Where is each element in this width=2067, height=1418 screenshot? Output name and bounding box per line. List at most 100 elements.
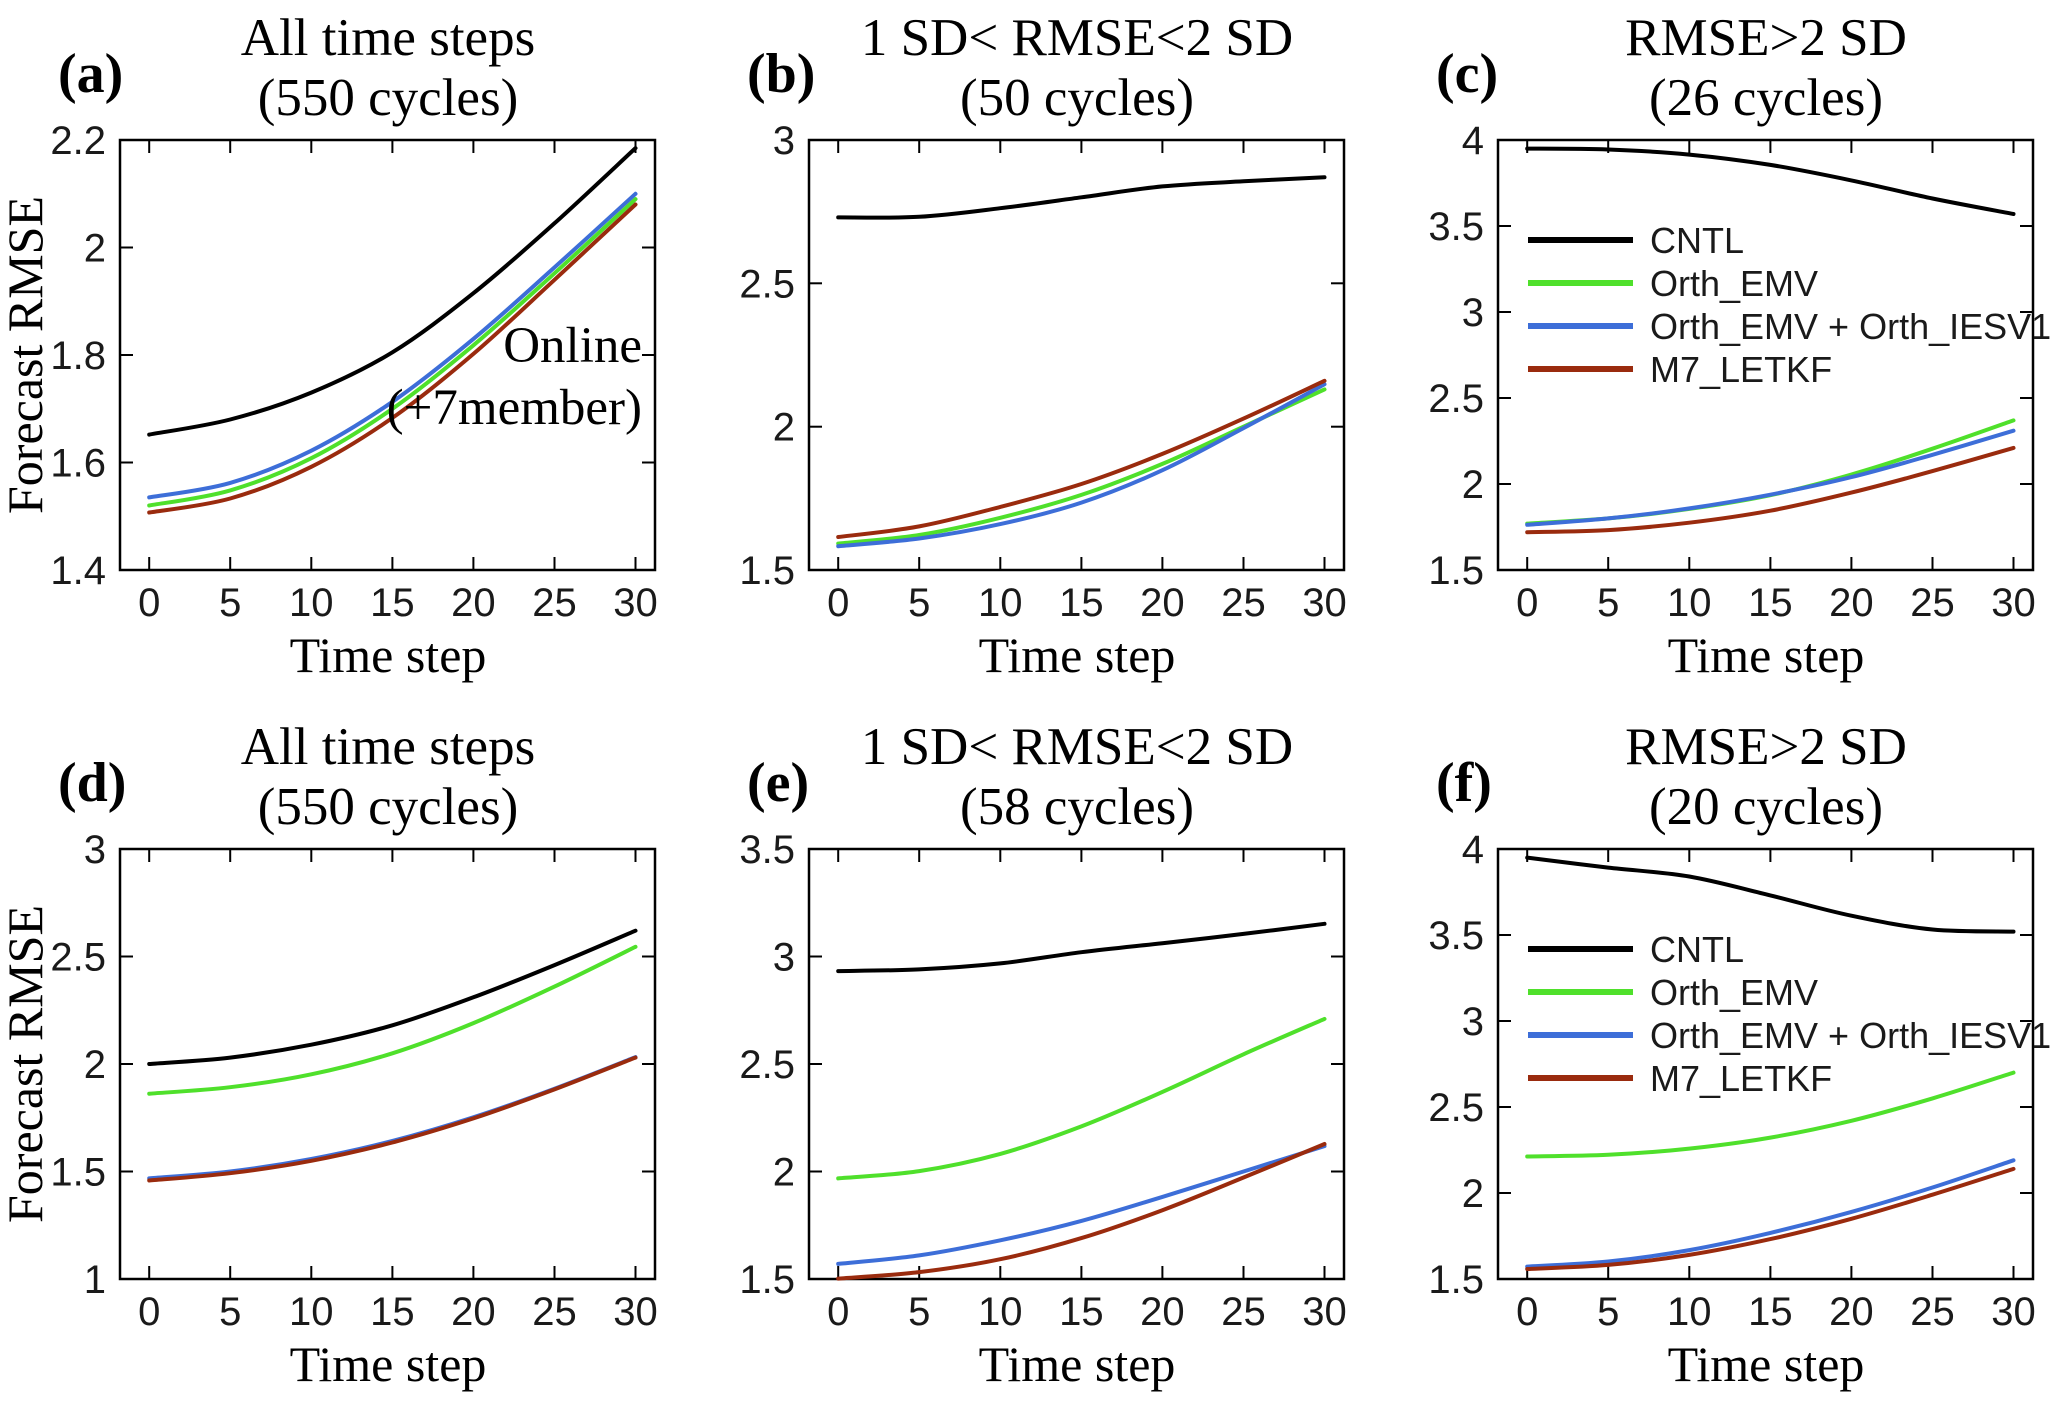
panel-title-line1: 1 SD< RMSE<2 SD (861, 718, 1293, 776)
panel-letter: (a) (58, 43, 123, 105)
x-tick-label: 5 (1597, 1290, 1619, 1334)
panel-title-line2: (58 cycles) (960, 778, 1194, 836)
y-tick-label: 1.5 (739, 1258, 795, 1302)
axis-box (1496, 847, 2035, 1281)
x-tick-label: 10 (289, 581, 334, 625)
y-tick-label: 3 (773, 936, 795, 980)
panel-d-chart: All time steps (550 cycles) (d) Forecast… (0, 718, 658, 1392)
y-tick-label: 1.8 (50, 334, 106, 378)
x-tick-label: 20 (1829, 1290, 1874, 1334)
x-tick-label: 20 (451, 1290, 496, 1334)
y-tick-label: 3.5 (1428, 914, 1484, 958)
y-tick-label: 2 (773, 1151, 795, 1195)
panel-title-line1: All time steps (241, 718, 535, 776)
panel-b-chart: 1 SD< RMSE<2 SD (50 cycles) (b) 0 5 10 15 20… (739, 9, 1346, 683)
x-tick-label: 30 (613, 1290, 658, 1334)
panel-letter: (e) (747, 752, 809, 814)
y-tick-label: 2.2 (50, 119, 106, 163)
x-tick-label: 5 (219, 1290, 241, 1334)
curve-orth-emv-orth-iesv1 (1525, 1158, 2016, 1269)
plot-area: 0 5 10 15 20 25 30 1.4 1.6 1.8 2 2.2 (50, 119, 657, 625)
plot-area: 0 5 10 15 20 25 30 1.5 2 2.5 3 (739, 119, 1346, 625)
curve-orth-emv (147, 197, 638, 508)
x-tick-label: 5 (908, 1290, 930, 1334)
panel-letter: (c) (1436, 43, 1498, 105)
x-tick-label: 5 (219, 581, 241, 625)
curve-orth-emv-orth-iesv1 (147, 191, 638, 500)
x-tick-label: 15 (370, 1290, 415, 1334)
curve-m7-letkf (147, 202, 638, 515)
plot-area: 0 5 10 15 20 25 30 1.5 2 2.5 3 3.5 4 (1428, 828, 2035, 1334)
curve-orth-emv (1525, 1070, 2016, 1159)
curve-m7-letkf (1525, 1166, 2016, 1271)
x-tick-label: 25 (532, 581, 577, 625)
curve-orth-emv-orth-iesv1 (836, 1144, 1327, 1266)
x-tick-label: 20 (451, 581, 496, 625)
curve-cntl (1525, 855, 2016, 934)
y-tick-label: 2.5 (1428, 1086, 1484, 1130)
legend-label-orth-emv: Orth_EMV (1650, 263, 1818, 304)
y-tick-label: 2.5 (1428, 377, 1484, 421)
x-tick-label: 15 (1748, 581, 1793, 625)
y-tick-label: 2.5 (739, 262, 795, 306)
curve-m7-letkf (1525, 445, 2016, 535)
x-tick-label: 15 (370, 581, 415, 625)
curve-cntl (836, 175, 1327, 220)
y-tick-label: 3 (1462, 291, 1484, 335)
x-tick-label: 0 (827, 1290, 849, 1334)
panel-title-line1: RMSE>2 SD (1625, 718, 1907, 776)
panel-title-line1: All time steps (241, 9, 535, 67)
y-tick-label: 3 (84, 828, 106, 872)
axis-box (118, 847, 657, 1281)
x-tick-label: 15 (1059, 581, 1104, 625)
panel-title-line2: (550 cycles) (258, 778, 518, 836)
panel-letter: (d) (58, 752, 126, 814)
curve-orth-emv-orth-iesv1 (147, 1055, 638, 1181)
curve-cntl (147, 928, 638, 1066)
y-tick-label: 2 (1462, 463, 1484, 507)
legend-label-m7-letkf: M7_LETKF (1650, 1058, 1832, 1099)
x-axis-label: Time step (1668, 627, 1865, 683)
curve-cntl (1525, 146, 2016, 216)
x-tick-label: 25 (1221, 1290, 1266, 1334)
panel-title-line1: RMSE>2 SD (1625, 9, 1907, 67)
legend-label-cntl: CNTL (1650, 929, 1744, 970)
y-tick-label: 2.5 (50, 936, 106, 980)
y-tick-label: 1.5 (50, 1151, 106, 1195)
x-tick-label: 0 (827, 581, 849, 625)
y-tick-label: 1.4 (50, 549, 106, 593)
plot-area: 0 5 10 15 20 25 30 1.5 2 2.5 3 3.5 4 (1428, 119, 2035, 625)
panel-title-line2: (20 cycles) (1649, 778, 1883, 836)
plot-area: 0 5 10 15 20 25 30 1 1.5 2 2.5 3 (50, 828, 657, 1334)
x-tick-label: 0 (1516, 1290, 1538, 1334)
plot-area: 0 5 10 15 20 25 30 1.5 2 2.5 3 3.5 (739, 828, 1346, 1334)
panel-title-line2: (550 cycles) (258, 69, 518, 127)
y-tick-label: 2 (1462, 1172, 1484, 1216)
x-tick-label: 10 (1667, 581, 1712, 625)
legend-label-orth-emv-orth-iesv1: Orth_EMV + Orth_IESV1 (1650, 306, 2051, 347)
curve-orth-emv (836, 1016, 1327, 1181)
panel-title-line1: 1 SD< RMSE<2 SD (861, 9, 1293, 67)
x-axis-label: Time step (979, 1336, 1176, 1392)
curve-orth-emv (1525, 418, 2016, 526)
x-tick-label: 0 (138, 1290, 160, 1334)
x-tick-label: 30 (613, 581, 658, 625)
axis-box (807, 138, 1346, 572)
panel-title-line2: (50 cycles) (960, 69, 1194, 127)
panel-letter: (f) (1436, 752, 1492, 814)
x-tick-label: 25 (532, 1290, 577, 1334)
curve-orth-emv-orth-iesv1 (836, 382, 1327, 549)
x-axis-label: Time step (290, 627, 487, 683)
y-tick-label: 3.5 (739, 828, 795, 872)
x-tick-label: 5 (1597, 581, 1619, 625)
x-tick-label: 5 (908, 581, 930, 625)
x-tick-label: 15 (1748, 1290, 1793, 1334)
x-tick-label: 10 (978, 581, 1023, 625)
legend: CNTL Orth_EMV Orth_EMV + Orth_IESV1 M7_L… (1528, 929, 2051, 1099)
annotation-line1: Online (503, 318, 642, 374)
y-tick-label: 1.5 (1428, 1258, 1484, 1302)
x-tick-label: 10 (289, 1290, 334, 1334)
y-tick-label: 3 (773, 119, 795, 163)
curve-orth-emv (836, 387, 1327, 546)
y-tick-label: 2 (84, 1043, 106, 1087)
